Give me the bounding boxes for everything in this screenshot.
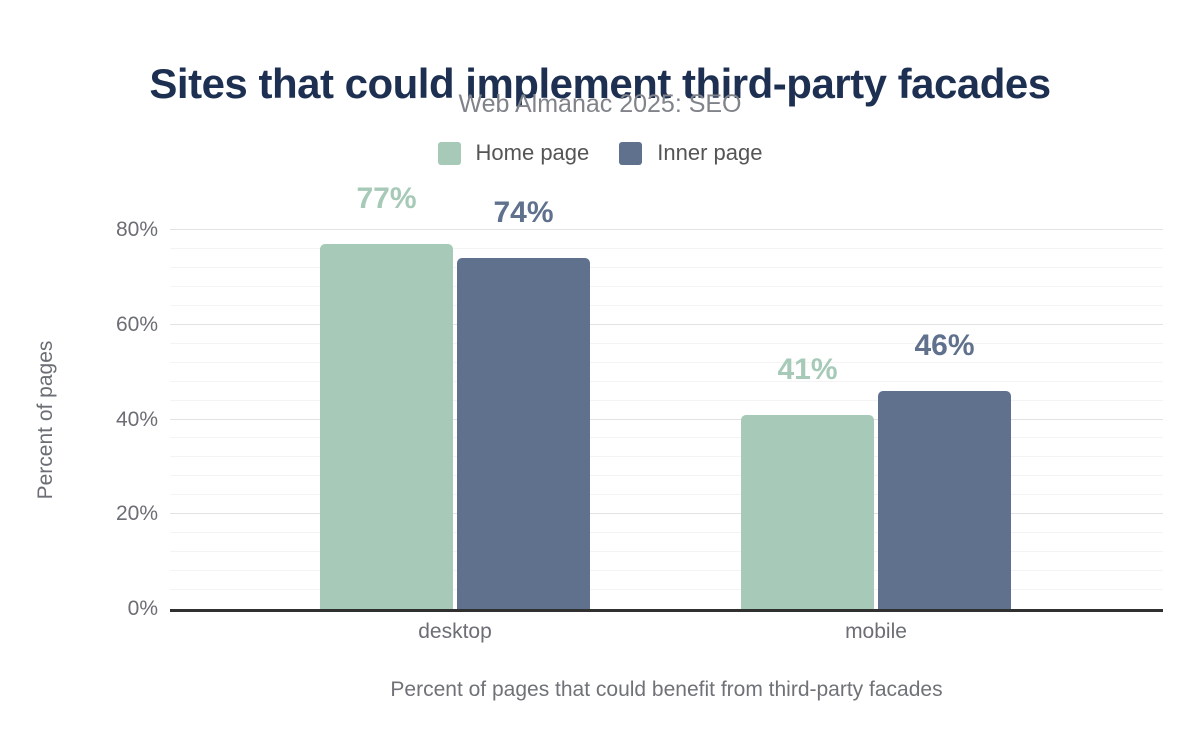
x-label-desktop: desktop xyxy=(418,620,492,643)
y-tick-80: 80% xyxy=(115,218,158,241)
gridline-minor-12 xyxy=(170,551,1163,553)
y-tick-60: 60% xyxy=(115,312,158,336)
y-axis-ticks: 0% 20% 40% 60% 80% xyxy=(0,0,158,742)
legend-item-home-page[interactable]: Home page xyxy=(437,140,590,166)
chart-subtitle: Web Almanac 2025: SEO xyxy=(458,90,742,118)
value-label-inner-page-desktop: 74% xyxy=(493,196,554,230)
gridline-minor-68 xyxy=(170,285,1163,287)
gridline-major-20 xyxy=(170,513,1163,515)
gridline-major-80 xyxy=(170,229,1163,230)
gridline-minor-64 xyxy=(170,304,1163,306)
bar-home-page-desktop xyxy=(320,244,453,609)
legend: Home page Inner page xyxy=(0,140,1200,166)
gridline-minor-24 xyxy=(170,494,1163,496)
gridline-minor-4 xyxy=(170,589,1163,591)
legend-label-inner-page: Inner page xyxy=(657,140,763,165)
gridline-major-40 xyxy=(170,418,1163,420)
gridline-minor-56 xyxy=(170,342,1163,344)
x-axis-caption: Percent of pages that could benefit from… xyxy=(390,678,943,701)
legend-swatch-inner-page xyxy=(619,141,643,165)
gridline-minor-76 xyxy=(170,247,1163,249)
chart-title: Sites that could implement third-party f… xyxy=(149,60,1051,108)
value-label-inner-page-mobile: 46% xyxy=(914,329,975,363)
gridline-minor-36 xyxy=(170,437,1163,439)
gridline-minor-16 xyxy=(170,532,1163,534)
legend-item-inner-page[interactable]: Inner page xyxy=(619,140,762,166)
gridline-major-60 xyxy=(170,323,1163,325)
legend-swatch-home-page xyxy=(437,141,461,165)
value-label-home-page-mobile: 41% xyxy=(777,352,838,386)
gridline-minor-48 xyxy=(170,380,1163,382)
gridline-minor-8 xyxy=(170,570,1163,572)
y-tick-0: 0% xyxy=(127,597,158,620)
plot-area: 77% 41% 74% 46% xyxy=(170,184,1163,612)
bar-inner-page-desktop xyxy=(457,258,590,609)
gridline-minor-44 xyxy=(170,399,1163,401)
value-label-home-page-desktop: 77% xyxy=(356,182,417,216)
legend-label-home-page: Home page xyxy=(475,140,590,165)
x-label-mobile: mobile xyxy=(845,620,907,643)
bar-home-page-mobile xyxy=(741,414,874,609)
gridline-minor-72 xyxy=(170,266,1163,268)
gridline-minor-28 xyxy=(170,475,1163,477)
gridline-minor-32 xyxy=(170,456,1163,458)
y-tick-20: 20% xyxy=(115,502,158,526)
y-tick-40: 40% xyxy=(115,407,158,431)
gridline-minor-52 xyxy=(170,361,1163,363)
bar-inner-page-mobile xyxy=(878,391,1011,609)
